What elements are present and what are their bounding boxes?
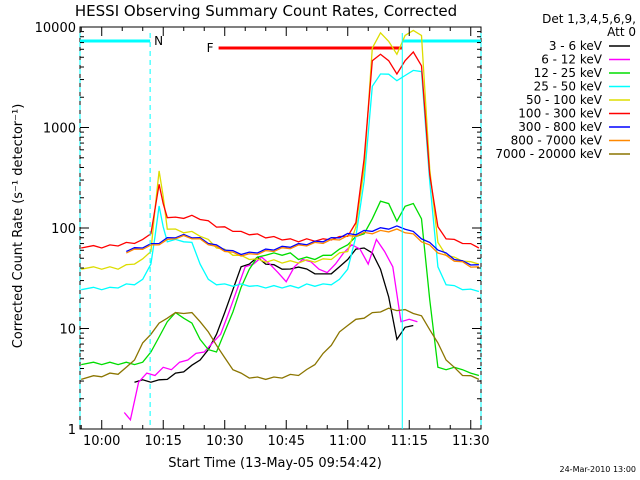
legend-label: 300 - 800 keV: [518, 120, 602, 134]
y-tick-label: 100: [51, 222, 76, 237]
series-line-4: [81, 29, 480, 270]
series-line-6: [126, 225, 479, 266]
legend-label: 6 - 12 keV: [541, 53, 603, 67]
x-tick-label: 10:15: [144, 434, 181, 449]
y-tick-label: 10000: [35, 21, 76, 36]
series-line-5: [81, 50, 480, 249]
y-axis: 1 10 100 1000 10000: [35, 21, 481, 438]
x-axis-label: Start Time (13-May-05 09:54:42): [168, 456, 382, 471]
legend-label: 25 - 50 keV: [534, 80, 603, 94]
series-group: [81, 29, 480, 422]
series-line-2: [81, 200, 480, 377]
timestamp: 24-Mar-2010 13:00: [560, 465, 637, 474]
x-tick-label: 11:15: [391, 434, 428, 449]
series-line-3: [81, 69, 480, 293]
chart-title: HESSI Observing Summary Count Rates, Cor…: [75, 2, 457, 20]
legend-label: 800 - 7000 keV: [511, 134, 603, 148]
x-tick-label: 11:00: [329, 434, 366, 449]
legend-header: Det 1,3,4,5,6,9,: [542, 12, 636, 26]
series-line-1: [123, 237, 418, 422]
plot-frame: [79, 26, 482, 430]
x-tick-label: 11:30: [452, 434, 489, 449]
y-tick-label: 1: [68, 423, 76, 438]
series-line-7: [126, 228, 479, 268]
legend-label: 12 - 25 keV: [534, 66, 603, 80]
y-tick-label: 1000: [43, 122, 76, 137]
legend-label: 100 - 300 keV: [518, 107, 602, 121]
legend-label: 50 - 100 keV: [526, 93, 603, 107]
y-tick-label: 10: [59, 323, 76, 338]
x-axis: 10:00 10:15 10:30 10:45 11:00 11:15 11:30: [80, 27, 489, 449]
legend-label: 3 - 6 keV: [549, 39, 603, 53]
plot-border: [79, 26, 482, 430]
vertical-markers: [79, 33, 482, 429]
series-line-8: [81, 307, 480, 381]
flag-label-F: F: [207, 41, 214, 55]
legend-header-2: Att 0: [607, 25, 636, 39]
x-tick-label: 10:45: [268, 434, 305, 449]
series-line-0: [134, 247, 414, 383]
flag-label-N: N: [154, 34, 163, 48]
legend-label: 7000 - 20000 keV: [495, 147, 602, 161]
x-tick-label: 10:00: [83, 434, 120, 449]
y-axis-label: Corrected Count Rate (s⁻¹ detector⁻¹): [11, 104, 26, 349]
x-tick-label: 10:30: [206, 434, 243, 449]
